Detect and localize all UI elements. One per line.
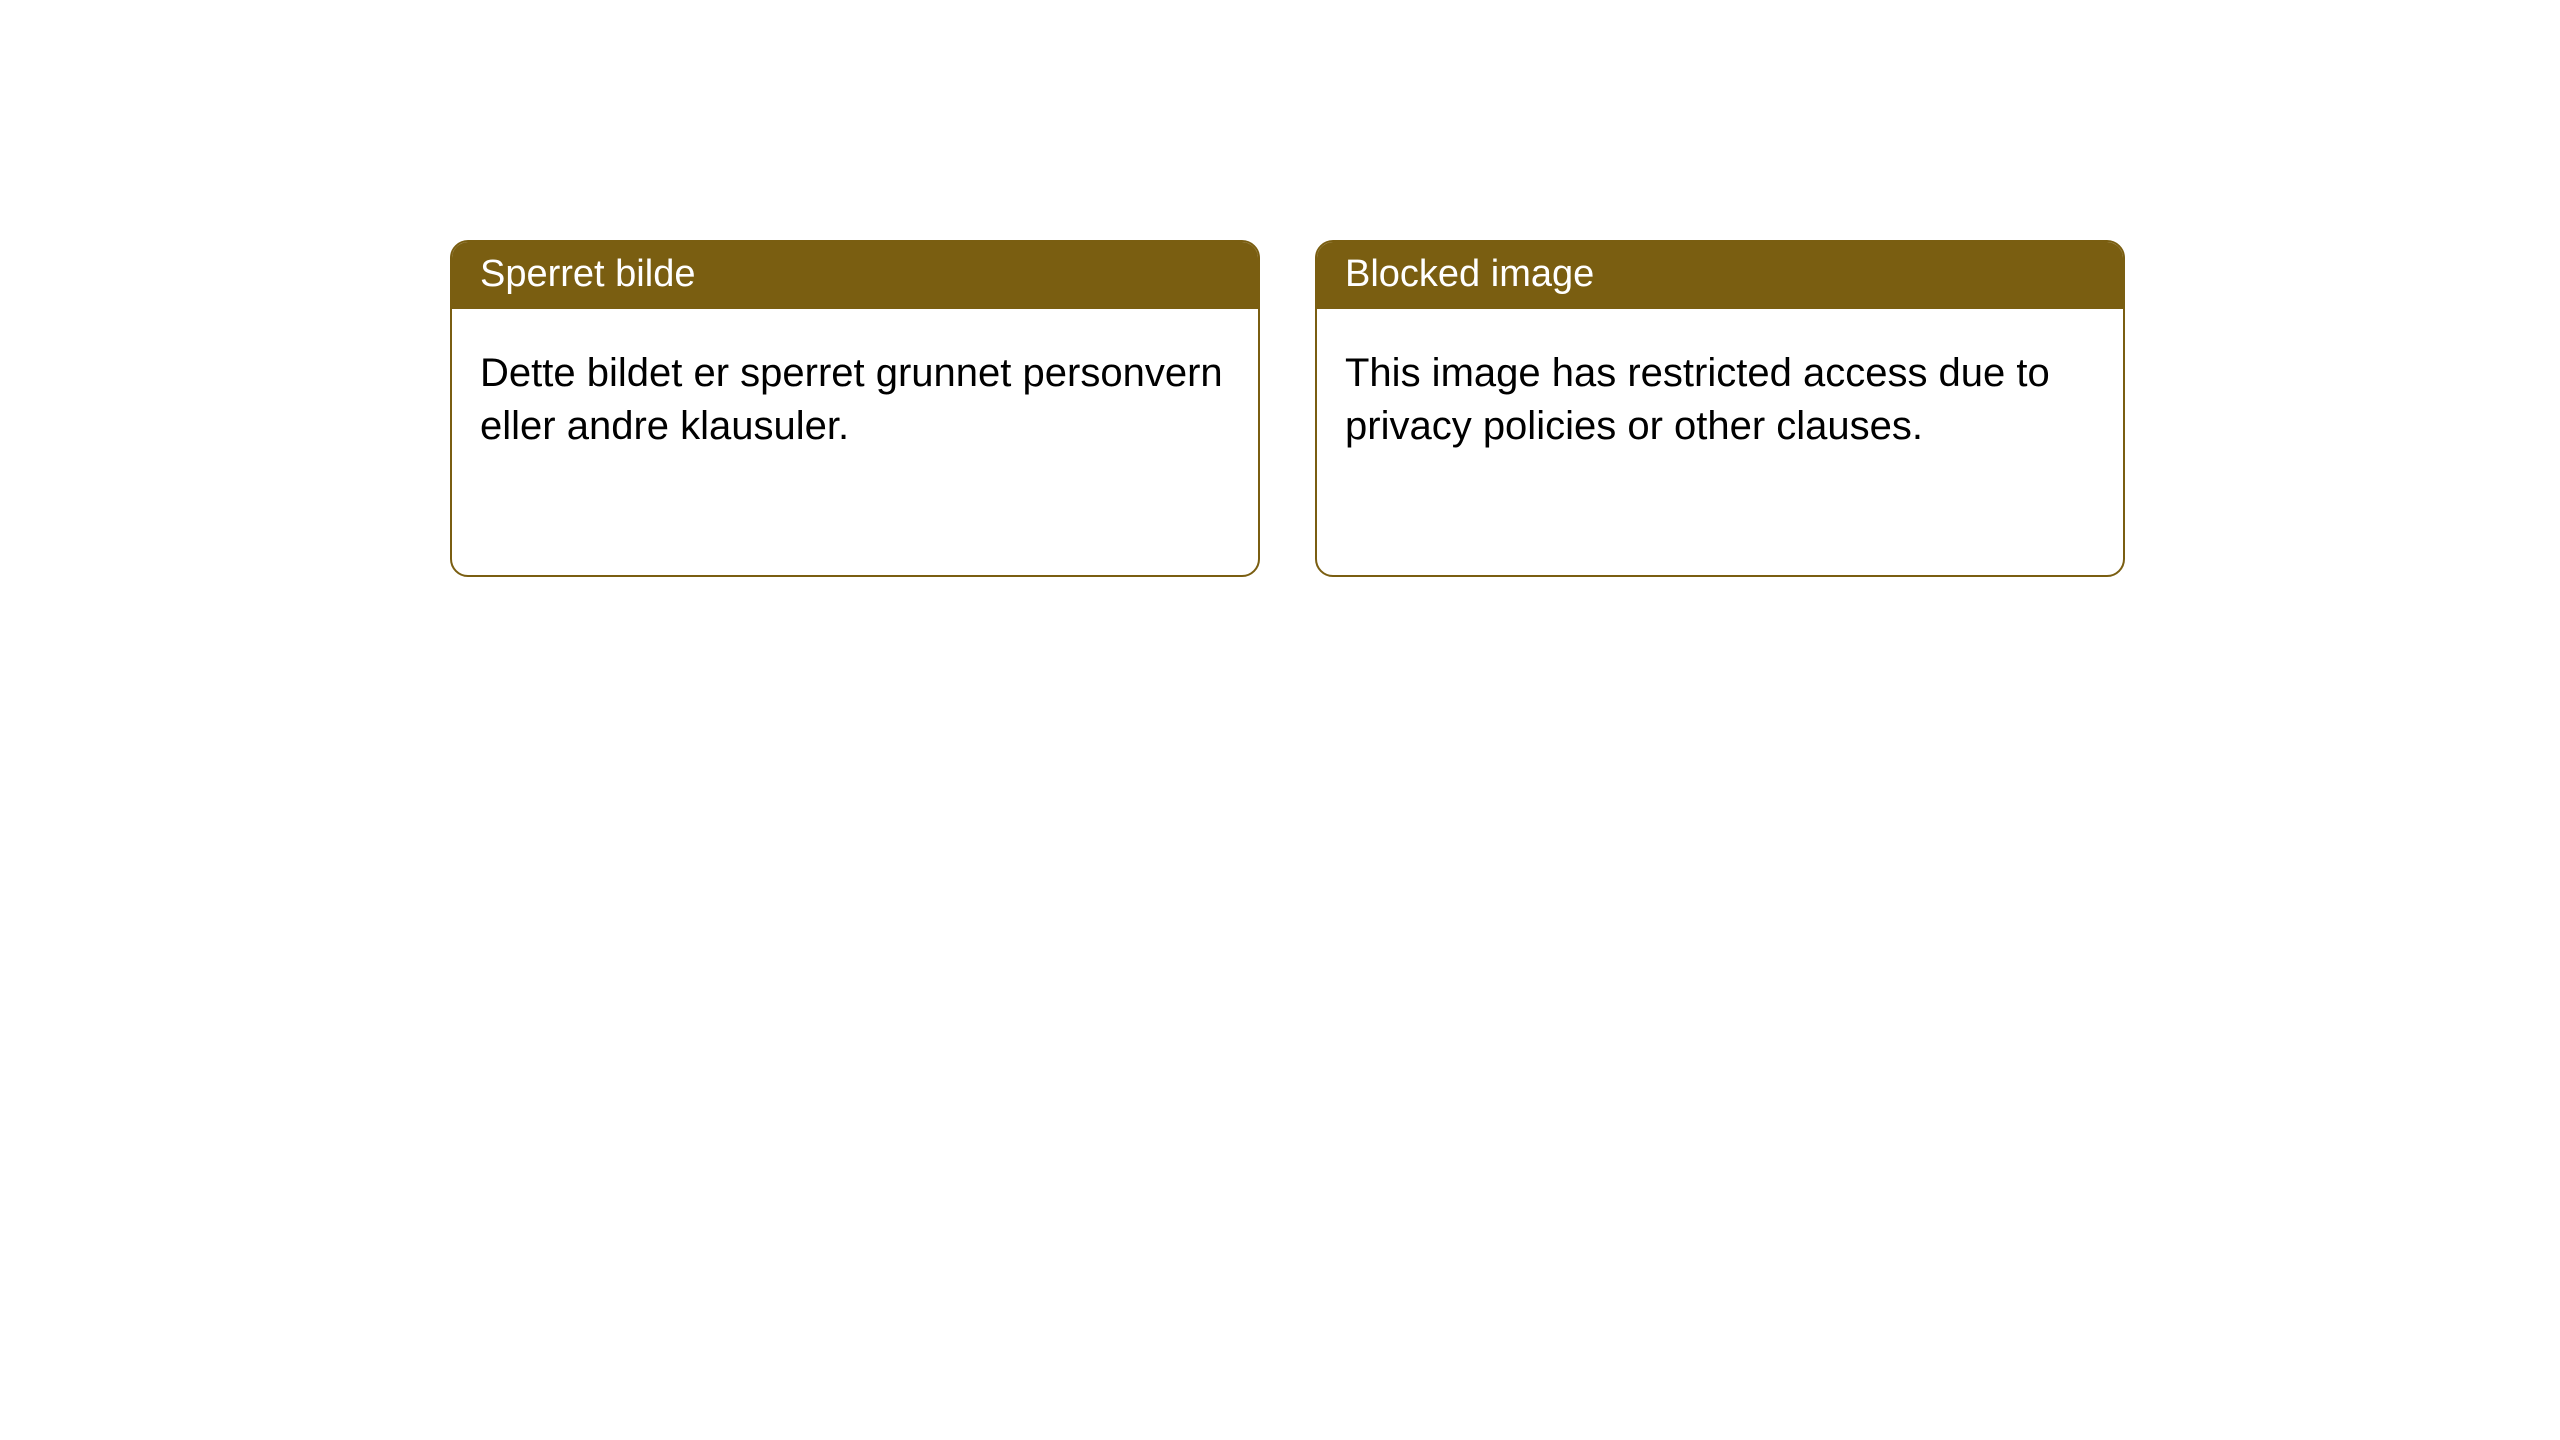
notice-body-norwegian: Dette bildet er sperret grunnet personve… [452, 309, 1258, 481]
notice-box-norwegian: Sperret bilde Dette bildet er sperret gr… [450, 240, 1260, 577]
notice-container: Sperret bilde Dette bildet er sperret gr… [0, 0, 2560, 577]
notice-header-norwegian: Sperret bilde [452, 242, 1258, 309]
notice-header-english: Blocked image [1317, 242, 2123, 309]
notice-body-english: This image has restricted access due to … [1317, 309, 2123, 481]
notice-box-english: Blocked image This image has restricted … [1315, 240, 2125, 577]
